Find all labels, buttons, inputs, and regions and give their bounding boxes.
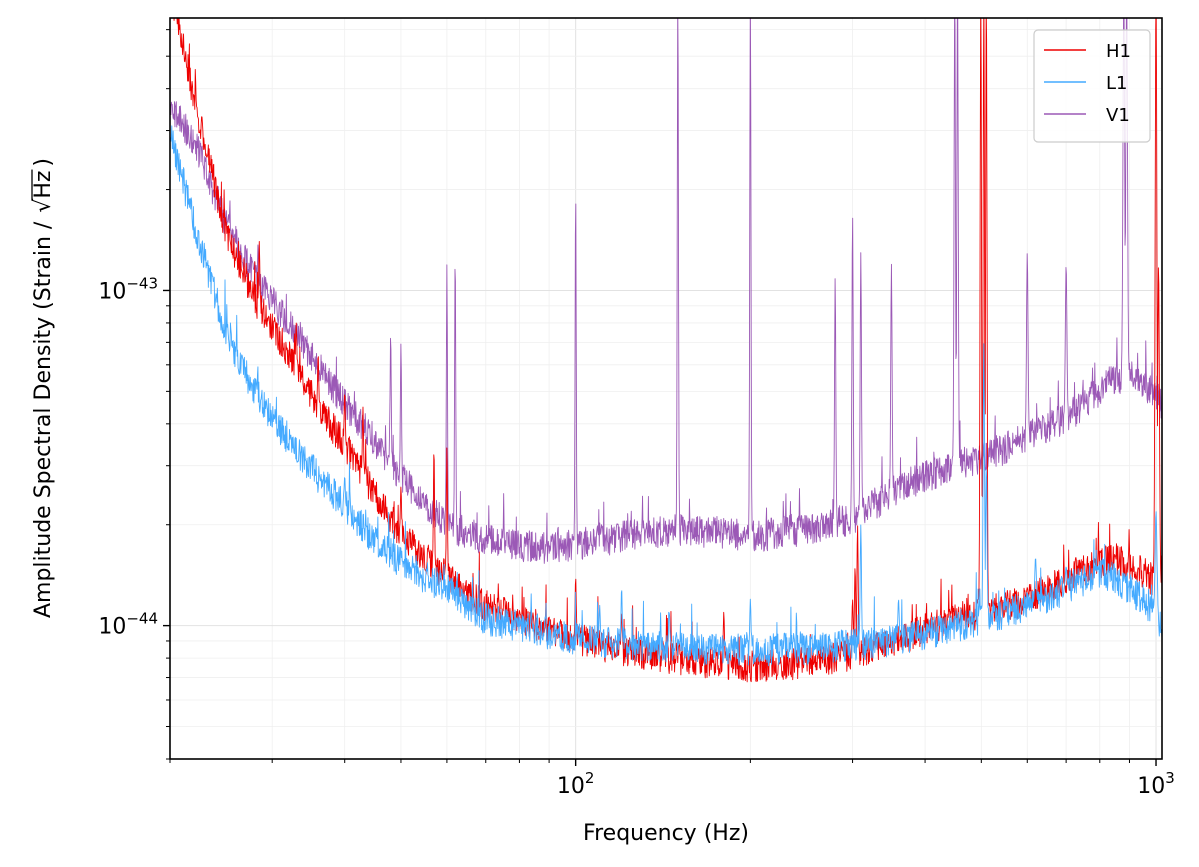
y-axis-label-radicand: Hz [31, 171, 56, 199]
y-tick-label: 10−44 [98, 610, 158, 640]
series-line-v1 [170, 18, 1162, 564]
y-tick-label: 10−43 [98, 274, 158, 304]
y-axis-label-prefix: Amplitude Spectral Density (Strain / [31, 215, 56, 618]
plot-frame [169, 17, 1163, 760]
sqrt-sign: √ [31, 198, 56, 213]
legend-label-h1: H1 [1106, 41, 1131, 62]
legend-label-l1: L1 [1106, 73, 1127, 94]
series-layer [170, 18, 1162, 683]
x-tick-label: 102 [557, 769, 595, 799]
legend: H1 L1 V1 [1033, 29, 1151, 143]
y-axis-label: Amplitude Spectral Density (Strain / √Hz… [31, 158, 56, 618]
legend-box [1033, 29, 1151, 143]
svg-text:Amplitude Spectral Density (St: Amplitude Spectral Density (Strain / √Hz… [31, 158, 56, 618]
x-tick-label: 103 [1137, 769, 1175, 799]
x-axis-label: Frequency (Hz) [583, 821, 749, 846]
legend-label-v1: V1 [1106, 105, 1130, 126]
series-line-l1 [170, 125, 1162, 667]
axis-ticks: 102 103 10−44 10−43 [98, 29, 1175, 799]
y-axis-label-suffix: ) [31, 158, 56, 167]
